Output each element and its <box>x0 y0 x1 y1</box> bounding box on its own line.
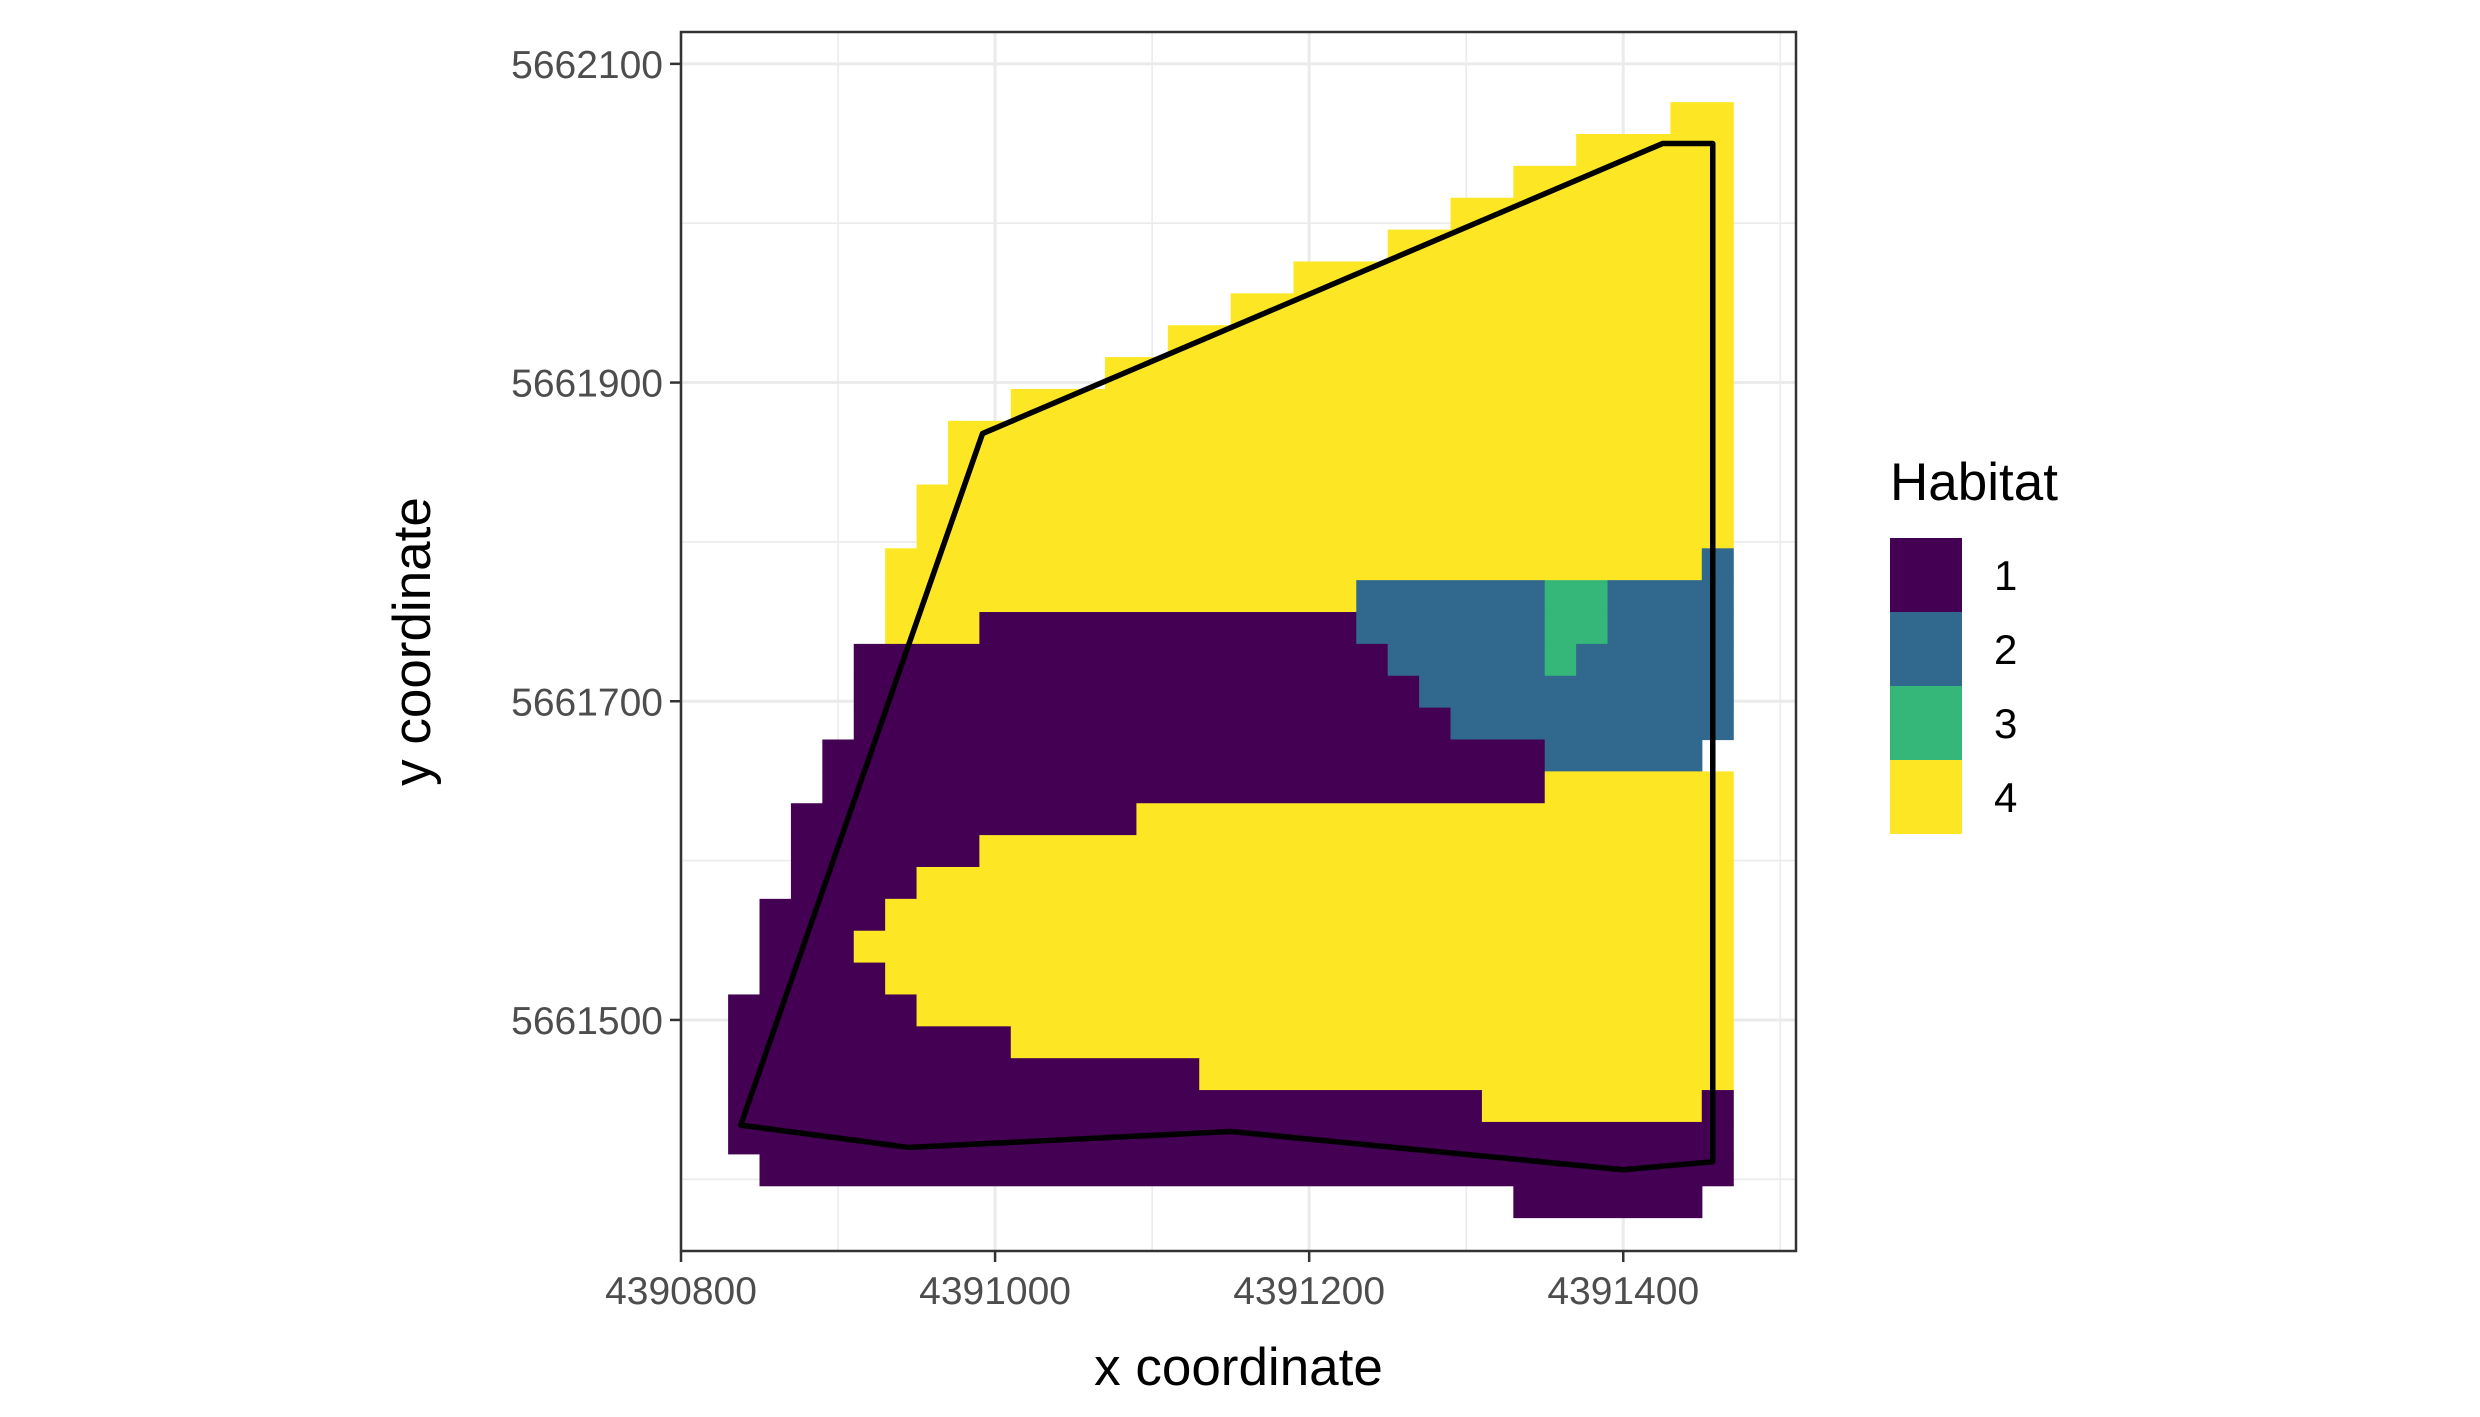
habitat-cell-4 <box>947 420 1734 454</box>
habitat-cell-2 <box>1544 739 1703 772</box>
habitat-cell-1 <box>728 994 918 1027</box>
x-tick-label: 4390800 <box>605 1270 757 1313</box>
habitat-cell-4 <box>1230 293 1734 326</box>
x-tick-label: 4391000 <box>919 1270 1071 1313</box>
habitat-cell-2 <box>1701 548 1734 581</box>
habitat-cell-2 <box>1576 643 1734 677</box>
habitat-cell-2 <box>1387 643 1546 677</box>
habitat-cell-1 <box>790 835 980 868</box>
habitat-cell-4 <box>947 452 1734 486</box>
habitat-cell-1 <box>853 643 1389 677</box>
habitat-cell-1 <box>853 707 1452 741</box>
y-tick-label: 5661900 <box>511 363 663 406</box>
x-tick-label: 4391200 <box>1233 1270 1385 1313</box>
panel-border <box>679 30 1798 1253</box>
habitat-cell-1 <box>979 612 1357 645</box>
habitat-cell-3 <box>1544 643 1577 677</box>
habitat-cell-1 <box>822 739 1546 772</box>
habitat-cell-1 <box>728 1090 1483 1123</box>
habitat-cell-2 <box>1356 612 1546 645</box>
habitat-cell-2 <box>1450 707 1734 741</box>
legend-key-1 <box>1890 538 1962 612</box>
legend-key-4 <box>1890 760 1962 834</box>
habitat-cell-4 <box>916 516 1734 549</box>
legend-title: Habitat <box>1890 453 2058 512</box>
habitat-cell-4 <box>1167 325 1734 358</box>
habitat-cell-4 <box>916 994 1734 1027</box>
habitat-cell-4 <box>853 930 1734 964</box>
habitat-cell-1 <box>822 771 1546 804</box>
habitat-cell-4 <box>1544 771 1734 804</box>
habitat-cell-1 <box>759 1153 1734 1187</box>
y-tick-label: 5661500 <box>511 1000 663 1043</box>
habitat-raster <box>728 102 1734 1219</box>
habitat-cell-1 <box>759 962 886 996</box>
habitat-cell-2 <box>1419 675 1734 709</box>
habitat-cell-4 <box>885 898 1734 932</box>
habitat-cell-1 <box>1513 1185 1703 1219</box>
y-tick-label: 5661700 <box>511 681 663 724</box>
legend-key-2 <box>1890 612 1962 686</box>
legend-keys: 1 2 3 4 <box>1890 538 2017 834</box>
habitat-cell-4 <box>1387 229 1734 263</box>
habitat-cell-4 <box>885 962 1734 996</box>
habitat-cell-4 <box>1010 1026 1734 1059</box>
habitat-cell-1 <box>1701 1090 1734 1123</box>
habitat-cell-1 <box>790 866 918 900</box>
habitat-cell-1 <box>728 1121 1734 1155</box>
x-tick-label: 4391400 <box>1547 1270 1699 1313</box>
legend-label: 3 <box>1994 700 2017 747</box>
habitat-cell-4 <box>885 612 980 645</box>
x-axis-title: x coordinate <box>1094 1338 1383 1397</box>
y-axis: 5661500 5661700 5661900 5662100 <box>511 44 681 1043</box>
habitat-cell-4 <box>916 484 1734 518</box>
habitat-cell-3 <box>1544 580 1609 613</box>
legend-label: 2 <box>1994 626 2017 673</box>
habitat-cell-1 <box>728 1058 1200 1091</box>
legend-label: 4 <box>1994 774 2017 821</box>
habitat-cell-4 <box>1199 1058 1734 1091</box>
habitat-cell-4 <box>1576 133 1734 167</box>
habitat-cell-1 <box>759 898 886 932</box>
habitat-cell-4 <box>1670 102 1734 135</box>
habitat-cell-3 <box>1544 612 1609 645</box>
habitat-cell-4 <box>979 835 1734 868</box>
legend: Habitat 1 2 3 4 <box>1890 453 2058 834</box>
plot-panel <box>679 30 1798 1253</box>
habitat-cell-2 <box>1356 580 1546 613</box>
habitat-cell-4 <box>885 548 1703 581</box>
x-axis: 4390800 4391000 4391200 4391400 <box>605 1251 1699 1313</box>
habitat-cell-4 <box>1010 388 1734 422</box>
habitat-cell-4 <box>916 866 1734 900</box>
y-axis-title: y coordinate <box>383 497 442 786</box>
habitat-cell-1 <box>853 675 1420 709</box>
habitat-cell-4 <box>1481 1090 1703 1123</box>
habitat-cell-4 <box>1105 357 1734 390</box>
y-tick-label: 5662100 <box>511 44 663 87</box>
legend-key-3 <box>1890 686 1962 760</box>
habitat-cell-4 <box>1136 803 1734 836</box>
study-area-boundary <box>737 140 1716 1173</box>
habitat-cell-4 <box>885 580 1357 613</box>
habitat-cell-4 <box>1293 261 1734 294</box>
legend-label: 1 <box>1994 552 2017 599</box>
